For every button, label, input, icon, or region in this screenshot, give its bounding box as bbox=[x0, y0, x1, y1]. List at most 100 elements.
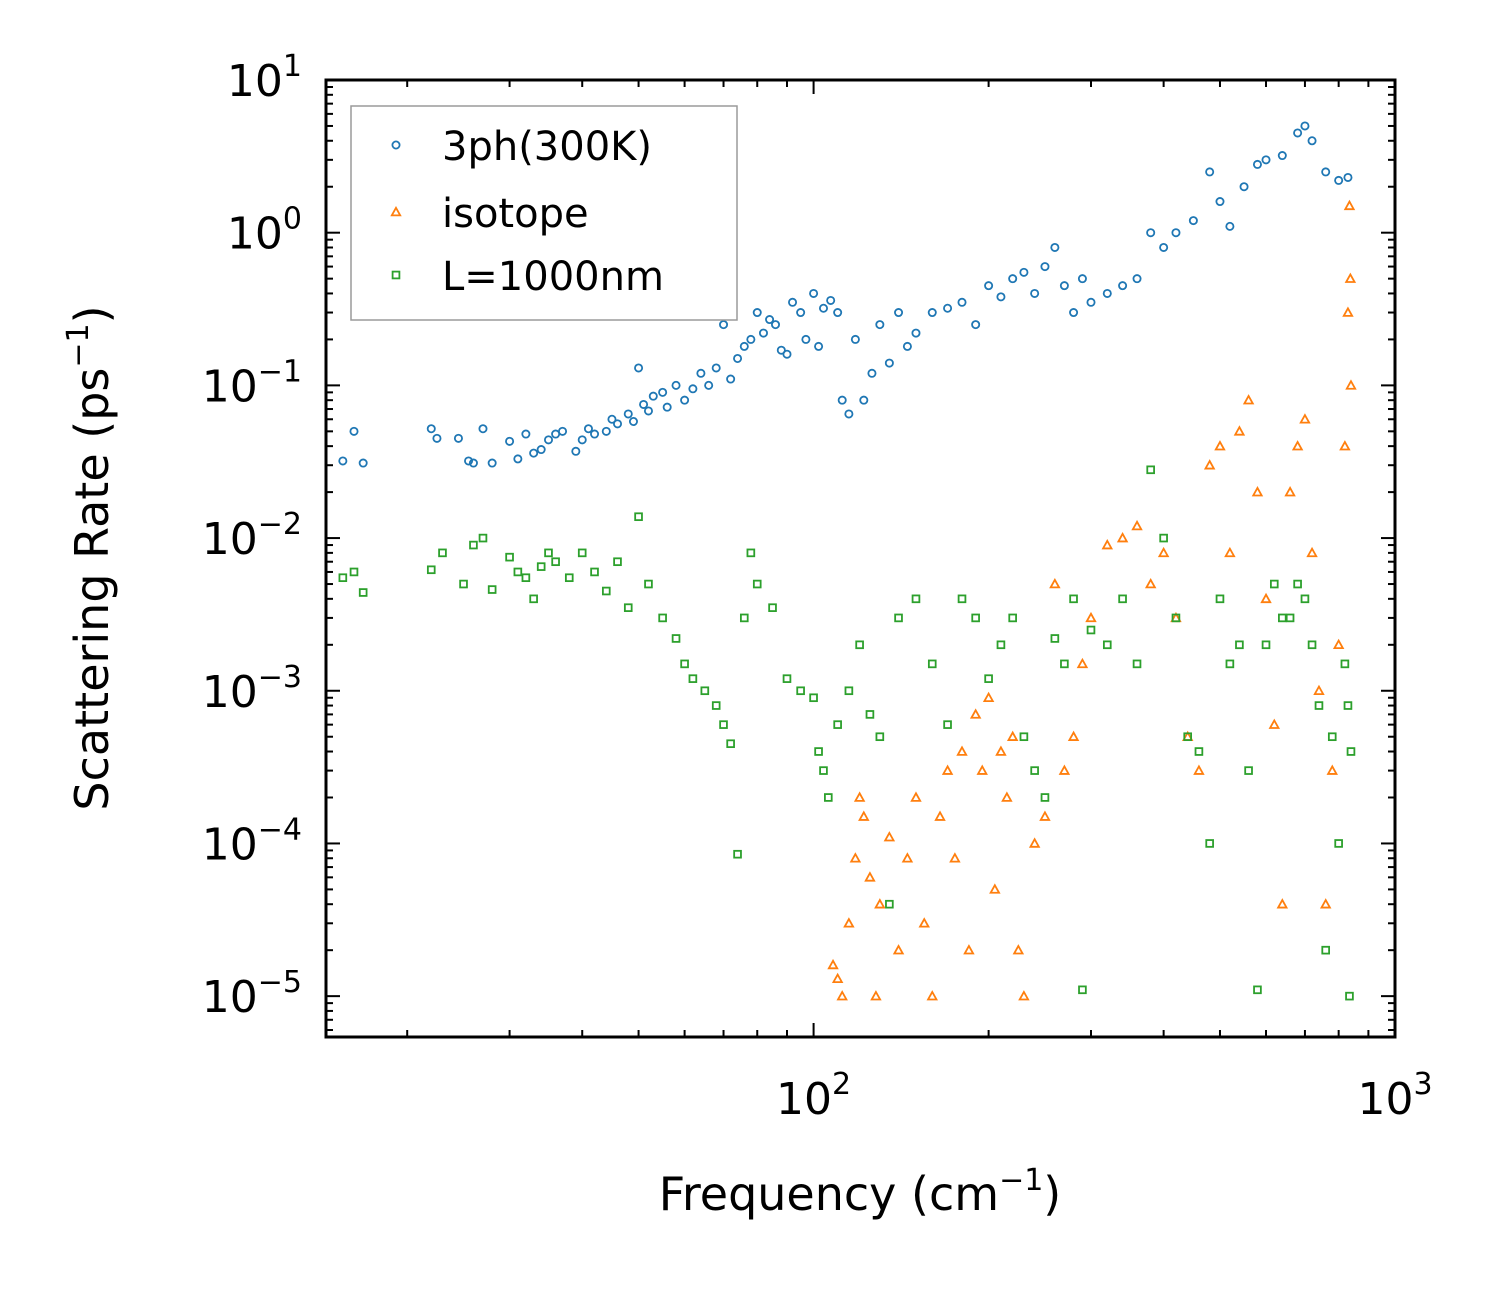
data-point bbox=[901, 852, 914, 863]
data-point bbox=[884, 358, 894, 368]
data-point bbox=[1345, 991, 1354, 1001]
data-point bbox=[943, 303, 953, 313]
data-point bbox=[1193, 764, 1205, 775]
data-point bbox=[796, 308, 806, 318]
x-tick-label: 102 bbox=[776, 1067, 851, 1125]
data-point bbox=[432, 433, 442, 443]
legend-entry: 3ph(300K) bbox=[391, 124, 652, 170]
data-point bbox=[1008, 274, 1018, 284]
data-point bbox=[639, 399, 649, 409]
data-point bbox=[601, 426, 611, 436]
data-point bbox=[859, 395, 869, 405]
data-point bbox=[875, 732, 885, 742]
data-point bbox=[1340, 659, 1350, 669]
data-point bbox=[662, 402, 672, 412]
data-point bbox=[858, 810, 870, 821]
series-isotope bbox=[827, 199, 1357, 1001]
data-point bbox=[1214, 440, 1226, 451]
data-point bbox=[1171, 613, 1181, 623]
data-point bbox=[1251, 486, 1264, 497]
data-point bbox=[1102, 288, 1112, 298]
data-point bbox=[1012, 944, 1025, 955]
data-point bbox=[1344, 272, 1357, 283]
data-point bbox=[1215, 594, 1225, 604]
data-point bbox=[1276, 898, 1289, 909]
data-point bbox=[1327, 732, 1337, 742]
legend: 3ph(300K) isotope L=1000nm bbox=[350, 105, 738, 321]
legend-marker-circle bbox=[391, 140, 401, 150]
data-point bbox=[927, 308, 937, 318]
data-point bbox=[984, 674, 993, 683]
data-point bbox=[349, 567, 359, 577]
data-point bbox=[1159, 533, 1168, 543]
data-point bbox=[819, 766, 828, 775]
data-point bbox=[1067, 730, 1080, 741]
data-point bbox=[836, 990, 848, 1001]
data-point bbox=[1300, 121, 1310, 131]
data-point bbox=[870, 990, 882, 1001]
data-point bbox=[1239, 182, 1249, 192]
data-point bbox=[607, 414, 617, 424]
tick-labels: 102 103 101 100 10−1 10−2 10−3 10−4 10−5 bbox=[202, 49, 1433, 1125]
data-point bbox=[865, 710, 875, 719]
data-point bbox=[529, 448, 539, 458]
data-point bbox=[623, 409, 633, 419]
data-point bbox=[1116, 532, 1129, 543]
axis-ticks bbox=[326, 79, 1396, 1037]
data-point bbox=[529, 594, 538, 604]
data-point bbox=[1086, 297, 1096, 307]
series-3ph-300k- bbox=[338, 121, 1353, 468]
data-point bbox=[1060, 659, 1069, 669]
data-point bbox=[1132, 659, 1142, 669]
data-point bbox=[844, 686, 854, 696]
data-point bbox=[758, 328, 768, 338]
legend-label: L=1000nm bbox=[442, 254, 664, 300]
data-point bbox=[831, 972, 844, 984]
data-point bbox=[875, 320, 885, 330]
data-point bbox=[1157, 546, 1170, 558]
data-point bbox=[902, 341, 912, 351]
data-point bbox=[1269, 579, 1279, 589]
data-point bbox=[1171, 228, 1181, 238]
data-point bbox=[700, 686, 710, 696]
data-point bbox=[1203, 459, 1216, 470]
data-point bbox=[995, 745, 1007, 756]
data-point bbox=[1293, 128, 1303, 138]
data-point bbox=[726, 374, 736, 384]
data-point bbox=[1102, 640, 1112, 650]
data-point bbox=[1268, 718, 1281, 729]
data-point bbox=[644, 579, 653, 589]
legend-entry: isotope bbox=[390, 191, 589, 237]
data-point bbox=[1332, 638, 1345, 650]
data-point bbox=[358, 588, 368, 597]
data-point bbox=[885, 899, 894, 909]
data-point bbox=[864, 871, 876, 882]
data-point bbox=[583, 424, 593, 434]
data-point bbox=[733, 849, 742, 859]
plot-marks bbox=[338, 121, 1357, 1001]
data-point bbox=[837, 395, 847, 405]
data-point bbox=[867, 368, 877, 378]
data-point bbox=[1040, 793, 1050, 802]
data-point bbox=[892, 944, 905, 955]
data-point bbox=[894, 308, 904, 318]
data-point bbox=[814, 747, 823, 756]
data-point bbox=[544, 548, 553, 558]
data-point bbox=[643, 406, 653, 416]
data-point bbox=[1069, 308, 1079, 318]
data-point bbox=[801, 334, 811, 344]
data-point bbox=[1131, 519, 1143, 531]
legend-label: 3ph(300K) bbox=[442, 124, 652, 170]
data-point bbox=[782, 674, 792, 683]
data-point bbox=[338, 456, 348, 466]
data-point bbox=[1159, 242, 1169, 252]
data-point bbox=[1058, 764, 1071, 775]
data-point bbox=[671, 634, 681, 643]
data-point bbox=[1030, 766, 1039, 775]
data-point bbox=[883, 831, 896, 842]
data-point bbox=[613, 557, 622, 567]
data-point bbox=[590, 429, 600, 439]
data-point bbox=[1339, 440, 1351, 451]
data-point bbox=[1086, 625, 1096, 635]
